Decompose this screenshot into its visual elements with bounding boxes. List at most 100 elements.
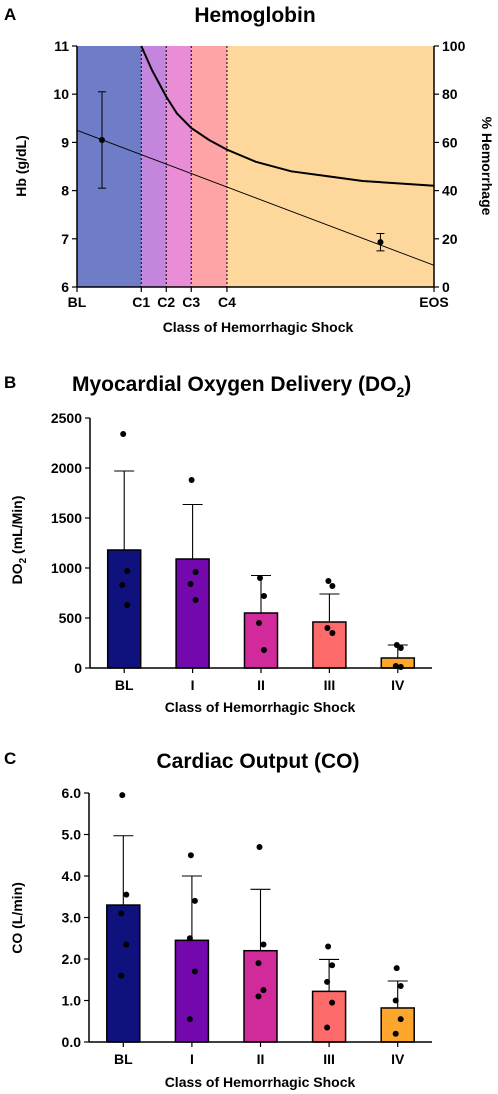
c-xtick-label-0: BL [114,1051,133,1067]
a-xtick-label-4: C4 [218,294,236,310]
b-ytick-label-2: 1000 [51,560,82,576]
c-xtick-label-4: IV [391,1051,405,1067]
panel-c-letter: C [4,749,16,768]
b-bar-0 [106,549,142,669]
c-ytick-label-3: 3.0 [62,910,82,926]
a-rtick-label-4: 80 [442,86,458,102]
panel-b: B Myocardial Oxygen Delivery (DO2) BL I II… [4,373,432,715]
a-rtick-label-3: 60 [442,134,458,150]
b-point-0-3 [124,602,131,608]
panel-c-ylabel: CO (L/min) [9,882,25,954]
a-ytick-label-3: 9 [61,134,69,150]
b-point-1-1 [192,569,199,575]
panel-a-lines [76,45,435,266]
panel-c-title: Cardiac Output (CO) [157,750,360,773]
c-xtick-label-1: I [190,1051,194,1067]
b-ytick-label-5: 2500 [51,410,82,426]
b-xtick-label-1: I [191,677,195,693]
a-ytick-label-1: 7 [61,231,69,247]
panel-a-letter: A [4,5,16,24]
c-point-0-1 [123,891,130,898]
c-ytick-label-5: 5.0 [62,827,82,843]
b-xtick-label-3: III [324,677,336,693]
c-point-3-1 [329,962,336,969]
b-point-3-0 [325,578,332,584]
panel-a-title: Hemoglobin [194,4,315,27]
panel-a-ylabel-left: Hb (g/dL) [13,135,29,196]
panel-b-title-sub: 2 [396,384,404,400]
shock-band-2 [166,46,192,287]
panel-c: C Cardiac Output (CO) BL I II III IV0.01.02.… [4,749,432,1090]
b-xtick-label-0: BL [115,677,134,693]
c-ytick-label-0: 0.0 [62,1034,82,1050]
panel-b-ylabel: DO2 (mL/Min) [9,496,29,585]
c-point-4-1 [397,982,404,989]
a-ytick-label-0: 6 [61,279,69,295]
panel-b-ylabel-sub: 2 [18,557,29,563]
a-rtick-label-1: 20 [442,231,458,247]
b-point-2-0 [257,575,263,581]
c-point-0-2 [118,910,125,917]
b-point-4-3 [397,664,404,670]
b-ytick-label-4: 2000 [51,460,82,476]
c-point-0-0 [119,792,126,799]
c-point-4-4 [392,1030,399,1037]
b-point-0-1 [124,568,131,574]
a-xtick-label-1: C1 [132,294,150,310]
c-point-0-3 [123,941,130,948]
c-bar-1 [174,939,210,1043]
c-xtick-label-3: III [323,1051,335,1067]
shock-band-1 [141,46,167,287]
c-ytick-label-4: 4.0 [62,868,82,884]
c-point-3-3 [329,999,336,1006]
b-point-3-2 [324,625,331,631]
b-point-3-3 [329,630,336,636]
c-ytick-label-1: 1.0 [62,993,82,1009]
b-point-0-0 [120,431,127,437]
panel-b-title-main: Myocardial Oxygen Delivery (DO [72,373,396,396]
c-point-2-0 [256,843,263,850]
c-point-3-0 [325,943,332,950]
c-ytick-label-6: 6.0 [62,785,82,801]
a-ytick-label-4: 10 [53,86,69,102]
b-ytick-label-1: 500 [59,610,83,626]
a-xtick-label-0: BL [68,294,87,310]
a-rtick-label-2: 40 [442,183,458,199]
a-ytick-label-2: 8 [61,183,69,199]
hemorrhage-curve [140,45,435,187]
hb-point-1 [377,239,384,246]
b-point-1-3 [192,597,199,603]
panel-c-chart: BL I II III IV0.01.02.03.04.05.06.0 [62,785,432,1067]
c-bar-4 [380,1007,415,1043]
c-point-2-4 [255,993,262,1000]
a-xtick-label-3: C3 [182,294,200,310]
b-ytick-label-0: 0 [74,660,82,676]
b-bar-1 [175,558,210,669]
a-ytick-label-5: 11 [54,38,69,54]
panel-a-bands [77,46,434,287]
panel-b-title-end: ) [404,373,411,396]
shock-band-0 [77,46,142,287]
c-point-3-2 [324,978,331,985]
c-point-4-0 [393,965,400,972]
b-xtick-label-2: II [257,677,265,693]
panel-b-xlabel: Class of Hemorrhagic Shock [165,699,356,715]
panel-a-ylabel-right: % Hemorrhage [479,117,495,216]
c-point-4-3 [397,1016,404,1023]
c-point-0-4 [118,972,125,979]
a-xtick-label-5: EOS [419,294,449,310]
c-point-4-2 [392,997,399,1004]
hb-point-0 [98,136,105,143]
b-point-2-1 [261,593,267,599]
c-point-3-4 [324,1024,331,1031]
b-point-1-2 [187,581,194,587]
b-point-2-2 [256,620,262,626]
panel-c-xlabel: Class of Hemorrhagic Shock [165,1074,356,1090]
shock-band-4 [226,46,434,287]
b-point-2-3 [261,647,267,653]
c-point-1-0 [187,852,194,859]
c-point-1-3 [191,968,198,975]
b-point-3-1 [329,583,336,589]
c-point-1-2 [186,935,193,942]
